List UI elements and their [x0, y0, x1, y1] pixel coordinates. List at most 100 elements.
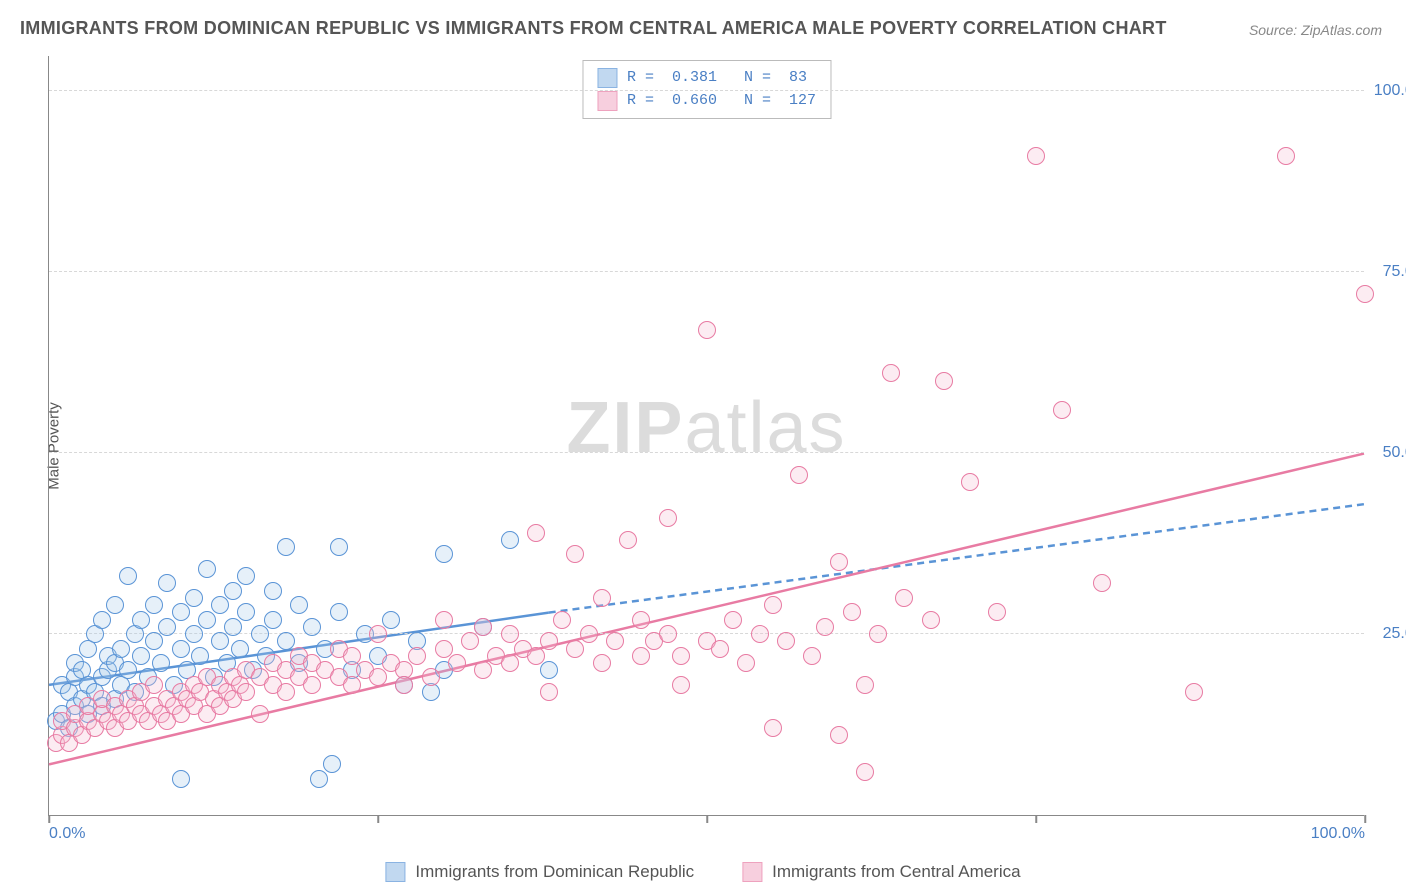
scatter-point-central_america	[1356, 285, 1374, 303]
scatter-point-central_america	[580, 625, 598, 643]
series-label-central-america: Immigrants from Central America	[772, 862, 1020, 882]
scatter-point-dominican	[211, 632, 229, 650]
scatter-point-central_america	[566, 640, 584, 658]
scatter-point-central_america	[869, 625, 887, 643]
scatter-point-dominican	[237, 603, 255, 621]
legend-swatch-dominican	[597, 68, 617, 88]
scatter-point-central_america	[1027, 147, 1045, 165]
scatter-point-dominican	[435, 545, 453, 563]
scatter-point-central_america	[659, 625, 677, 643]
scatter-point-central_america	[1093, 574, 1111, 592]
x-tick-mark	[377, 815, 379, 823]
series-legend-central-america: Immigrants from Central America	[742, 862, 1020, 882]
scatter-point-central_america	[422, 668, 440, 686]
scatter-point-central_america	[988, 603, 1006, 621]
scatter-point-dominican	[501, 531, 519, 549]
legend-stats-dominican: R = 0.381 N = 83	[627, 67, 807, 90]
scatter-point-central_america	[803, 647, 821, 665]
x-tick-mark	[48, 815, 50, 823]
scatter-point-central_america	[711, 640, 729, 658]
scatter-point-central_america	[303, 676, 321, 694]
scatter-point-dominican	[277, 632, 295, 650]
scatter-point-central_america	[856, 763, 874, 781]
series-legend-dominican: Immigrants from Dominican Republic	[385, 862, 694, 882]
scatter-point-dominican	[93, 611, 111, 629]
scatter-point-central_america	[619, 531, 637, 549]
scatter-point-central_america	[895, 589, 913, 607]
scatter-point-dominican	[145, 632, 163, 650]
scatter-point-central_america	[830, 553, 848, 571]
scatter-point-central_america	[816, 618, 834, 636]
y-tick-label: 100.0%	[1374, 82, 1406, 100]
scatter-point-central_america	[632, 647, 650, 665]
scatter-point-dominican	[158, 618, 176, 636]
scatter-point-central_america	[553, 611, 571, 629]
scatter-point-central_america	[935, 372, 953, 390]
scatter-point-dominican	[158, 574, 176, 592]
scatter-point-dominican	[119, 567, 137, 585]
scatter-point-dominican	[290, 596, 308, 614]
scatter-point-dominican	[251, 625, 269, 643]
chart-title: IMMIGRANTS FROM DOMINICAN REPUBLIC VS IM…	[20, 18, 1167, 39]
scatter-point-central_america	[790, 466, 808, 484]
y-tick-label: 25.0%	[1383, 625, 1406, 643]
scatter-point-central_america	[501, 625, 519, 643]
scatter-point-central_america	[527, 647, 545, 665]
scatter-point-central_america	[659, 509, 677, 527]
x-tick-label: 100.0%	[1311, 825, 1365, 843]
scatter-point-central_america	[1053, 401, 1071, 419]
scatter-point-central_america	[501, 654, 519, 672]
scatter-point-dominican	[310, 770, 328, 788]
scatter-point-central_america	[474, 618, 492, 636]
y-tick-label: 75.0%	[1383, 263, 1406, 281]
scatter-point-central_america	[369, 668, 387, 686]
scatter-point-central_america	[672, 647, 690, 665]
scatter-point-central_america	[698, 321, 716, 339]
scatter-point-dominican	[237, 567, 255, 585]
scatter-point-dominican	[145, 596, 163, 614]
scatter-point-dominican	[540, 661, 558, 679]
scatter-point-dominican	[119, 661, 137, 679]
scatter-point-dominican	[211, 596, 229, 614]
gridline	[49, 271, 1364, 272]
scatter-point-central_america	[408, 647, 426, 665]
scatter-point-central_america	[251, 705, 269, 723]
scatter-point-central_america	[237, 683, 255, 701]
trend-lines	[49, 56, 1364, 815]
x-tick-mark	[1035, 815, 1037, 823]
scatter-point-dominican	[132, 611, 150, 629]
scatter-point-dominican	[303, 618, 321, 636]
scatter-point-central_america	[540, 632, 558, 650]
scatter-point-central_america	[856, 676, 874, 694]
scatter-point-central_america	[1277, 147, 1295, 165]
scatter-point-central_america	[593, 654, 611, 672]
scatter-point-dominican	[106, 596, 124, 614]
scatter-point-central_america	[843, 603, 861, 621]
scatter-point-dominican	[198, 560, 216, 578]
scatter-point-central_america	[343, 676, 361, 694]
scatter-point-dominican	[172, 640, 190, 658]
scatter-point-central_america	[764, 719, 782, 737]
legend-swatch-dominican	[385, 862, 405, 882]
scatter-point-dominican	[198, 611, 216, 629]
legend-stats-central-america: R = 0.660 N = 127	[627, 90, 816, 113]
scatter-point-central_america	[922, 611, 940, 629]
scatter-point-central_america	[435, 640, 453, 658]
scatter-point-central_america	[343, 647, 361, 665]
scatter-point-central_america	[527, 524, 545, 542]
scatter-point-central_america	[395, 676, 413, 694]
legend-row-dominican: R = 0.381 N = 83	[597, 67, 816, 90]
scatter-point-central_america	[882, 364, 900, 382]
scatter-point-dominican	[277, 538, 295, 556]
scatter-point-central_america	[632, 611, 650, 629]
scatter-point-central_america	[540, 683, 558, 701]
scatter-point-dominican	[231, 640, 249, 658]
scatter-point-central_america	[145, 676, 163, 694]
scatter-point-central_america	[369, 625, 387, 643]
scatter-point-central_america	[448, 654, 466, 672]
scatter-point-dominican	[172, 770, 190, 788]
scatter-point-central_america	[830, 726, 848, 744]
x-tick-label: 0.0%	[49, 825, 85, 843]
legend-row-central-america: R = 0.660 N = 127	[597, 90, 816, 113]
scatter-point-central_america	[777, 632, 795, 650]
